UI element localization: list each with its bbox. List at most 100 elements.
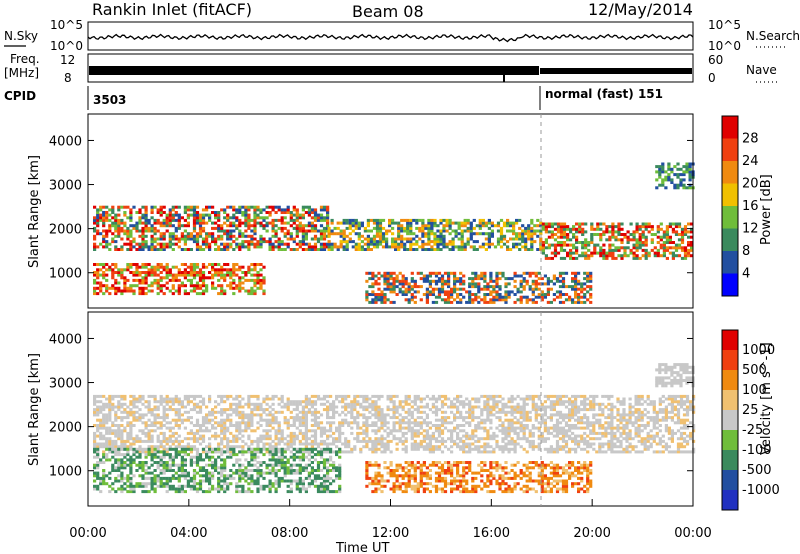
heatmap-cell — [99, 418, 103, 422]
heatmap-cell — [459, 400, 463, 404]
heatmap-cell — [102, 273, 106, 277]
heatmap-cell — [516, 408, 520, 412]
heatmap-cell — [619, 416, 623, 420]
heatmap-cell — [400, 240, 404, 244]
heatmap-cell — [428, 450, 432, 454]
heatmap-cell — [339, 221, 343, 225]
heatmap-cell — [350, 447, 354, 451]
heatmap-cell — [419, 277, 423, 281]
heatmap-cell — [489, 408, 493, 412]
heatmap-cell — [489, 285, 493, 289]
heatmap-cell — [144, 292, 148, 296]
heatmap-cell — [602, 251, 606, 255]
heatmap-cell — [602, 222, 606, 226]
heatmap-cell — [394, 248, 398, 251]
heatmap-cell — [537, 295, 541, 299]
heatmap-cell — [238, 400, 242, 404]
heatmap-cell — [586, 434, 590, 438]
heatmap-cell — [356, 424, 360, 427]
heatmap-cell — [447, 282, 451, 286]
heatmap-cell — [292, 218, 296, 222]
heatmap-cell — [238, 410, 242, 414]
heatmap-cell — [217, 292, 221, 296]
heatmap-cell — [186, 237, 190, 241]
heatmap-cell — [463, 224, 467, 228]
heatmap-cell — [129, 271, 133, 274]
heatmap-cell — [201, 402, 206, 406]
heatmap-cell — [555, 397, 560, 401]
heatmap-cell — [277, 426, 281, 430]
heatmap-cell — [607, 442, 611, 446]
heatmap-cell — [211, 284, 215, 288]
heatmap-cell — [141, 421, 145, 425]
heatmap-cell — [568, 285, 572, 289]
heatmap-cell — [433, 240, 437, 244]
heatmap-cell — [265, 418, 269, 422]
heatmap-cell — [459, 287, 463, 291]
heatmap-cell — [409, 240, 413, 244]
heatmap-cell — [583, 400, 587, 404]
heatmap-cell — [483, 405, 487, 409]
heatmap-cell — [617, 254, 621, 258]
cpid-segment-2: normal (fast) 151 — [545, 87, 663, 101]
heatmap-cell — [289, 237, 293, 241]
heatmap-cell — [404, 400, 408, 404]
heatmap-cell — [431, 405, 435, 409]
heatmap-cell — [442, 234, 446, 238]
heatmap-cell — [568, 402, 572, 406]
heatmap-cell — [598, 424, 602, 427]
heatmap-cell — [443, 410, 448, 414]
heatmap-cell — [271, 242, 275, 246]
heatmap-cell — [421, 229, 425, 233]
heatmap-cell — [217, 216, 221, 220]
heatmap-cell — [123, 410, 127, 414]
heatmap-cell — [93, 424, 97, 427]
heatmap-cell — [114, 224, 118, 228]
heatmap-cell — [138, 413, 142, 417]
heatmap-cell — [156, 208, 160, 212]
heatmap-cell — [534, 418, 538, 422]
heatmap-cell — [201, 273, 206, 277]
heatmap-cell — [201, 450, 206, 454]
heatmap-cell — [201, 284, 206, 288]
heatmap-cell — [348, 218, 352, 222]
heatmap-cell — [555, 290, 560, 294]
heatmap-cell — [489, 279, 493, 283]
heatmap-cell — [451, 229, 455, 233]
heatmap-cell — [492, 450, 496, 454]
heatmap-cell — [117, 405, 121, 409]
heatmap-cell — [108, 426, 112, 430]
heatmap-cell — [495, 405, 499, 409]
heatmap-cell — [120, 445, 124, 449]
heatmap-cell — [96, 208, 100, 212]
heatmap-cell — [459, 298, 463, 302]
heatmap-cell — [519, 445, 523, 449]
heatmap-cell — [153, 248, 157, 251]
heatmap-cell — [165, 402, 169, 406]
heatmap-cell — [430, 226, 434, 230]
heatmap-cell — [610, 416, 614, 420]
heatmap-cell — [271, 402, 275, 406]
heatmap-cell — [518, 242, 522, 246]
heatmap-cell — [620, 254, 624, 258]
heatmap-cell — [543, 408, 547, 412]
heatmap-cell — [395, 429, 399, 433]
heatmap-cell — [108, 442, 112, 446]
heatmap-cell — [583, 394, 587, 398]
heatmap-cell — [162, 413, 166, 417]
heatmap-cell — [528, 434, 532, 438]
heatmap-cell — [304, 402, 308, 406]
heatmap-cell — [198, 226, 203, 230]
heatmap-cell — [189, 431, 193, 435]
heatmap-cell — [141, 394, 145, 398]
heatmap-cell — [392, 408, 396, 412]
heatmap-cell — [238, 405, 242, 409]
heatmap-cell — [380, 418, 384, 422]
heatmap-cell — [353, 418, 357, 422]
heatmap-cell — [144, 447, 148, 451]
heatmap-cell — [247, 216, 251, 220]
heatmap-cell — [374, 439, 378, 443]
heatmap-cell — [277, 245, 281, 249]
heatmap-cell — [322, 237, 327, 241]
heatmap-cell — [274, 232, 278, 236]
